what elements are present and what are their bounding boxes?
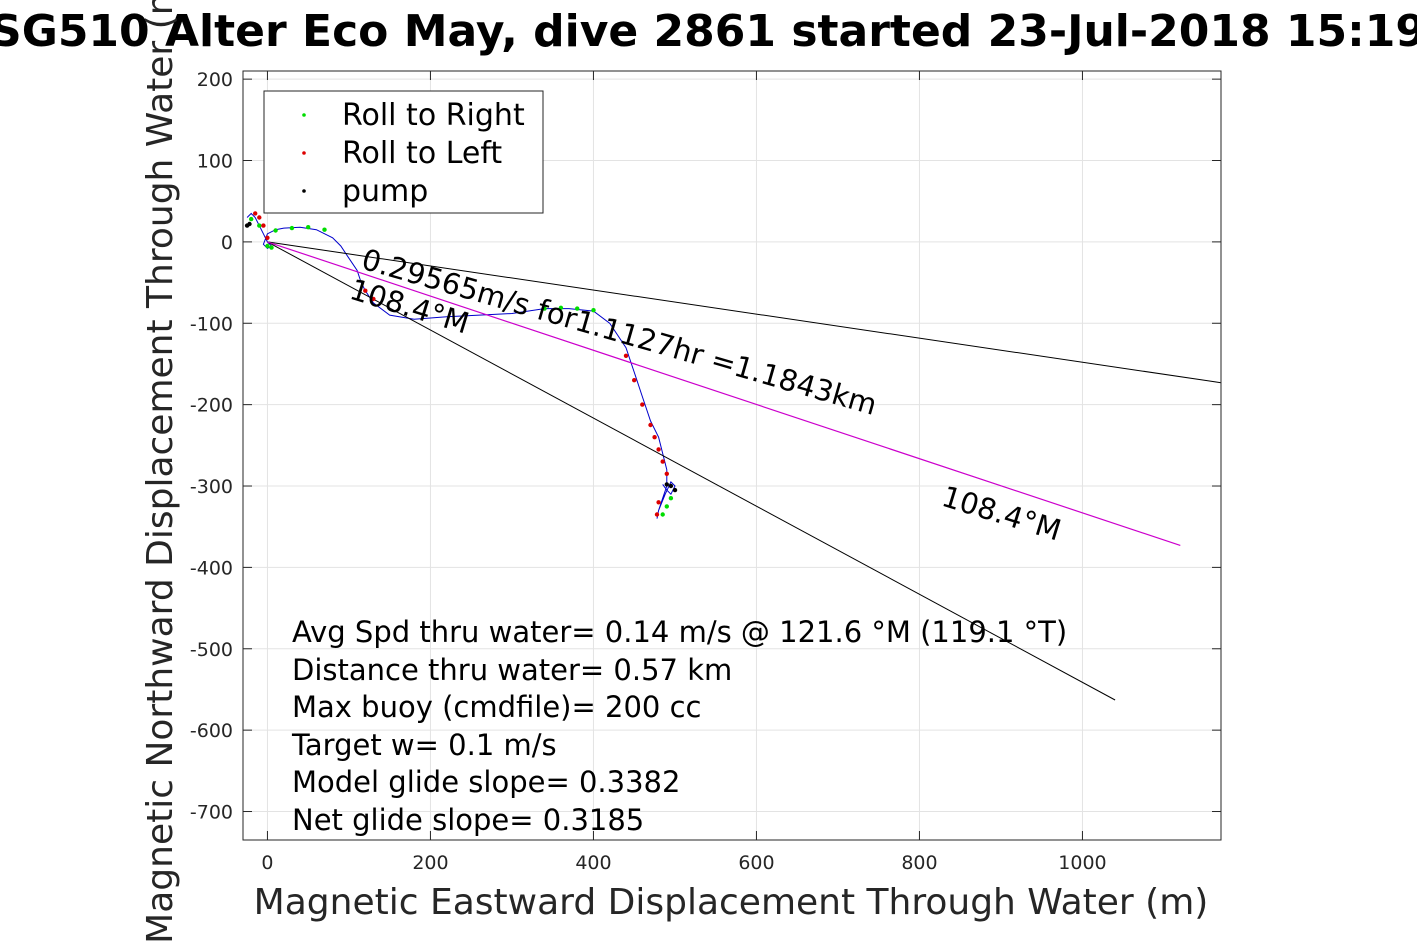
plot-lines (246, 212, 1222, 701)
marker-roll-left (656, 447, 661, 452)
y-tick-label: 200 (197, 69, 233, 91)
grid (243, 71, 1221, 840)
marker-roll-left (652, 435, 657, 440)
stat-avg-speed: Avg Spd thru water= 0.14 m/s @ 121.6 °M … (292, 615, 1067, 649)
marker-roll-right (558, 305, 564, 310)
series-mean-heading-line (267, 241, 1181, 546)
series-heading-line-upper (267, 241, 1222, 384)
marker-roll-right (249, 216, 254, 222)
legend-label-roll-right: Roll to Right (342, 98, 525, 133)
marker-roll-left (623, 353, 629, 358)
y-axis-label: Magnetic Northward Displacement Through … (140, 0, 181, 944)
marker-roll-right (664, 504, 669, 509)
stat-distance: Distance thru water= 0.57 km (292, 653, 732, 687)
y-tick-label: 0 (221, 232, 233, 254)
chart-title: SG510 Alter Eco May, dive 2861 started 2… (0, 6, 1417, 57)
marker-roll-right (265, 243, 270, 249)
marker-roll-right (591, 308, 596, 313)
marker-roll-right (668, 496, 674, 501)
x-axis-label: Magnetic Eastward Displacement Through W… (254, 882, 1209, 923)
y-tick-label: -700 (190, 802, 233, 824)
heading-annotation-far: 108.4°M (938, 479, 1065, 547)
marker-pump (668, 483, 674, 489)
marker-roll-left (640, 402, 645, 407)
legend-marker-pump (302, 189, 306, 193)
plot-markers (244, 211, 678, 517)
marker-roll-right (273, 228, 278, 233)
marker-roll-left (363, 288, 368, 293)
legend: Roll to Right Roll to Left pump (263, 90, 544, 214)
marker-roll-left (632, 378, 637, 383)
marker-pump (664, 482, 669, 487)
marker-roll-right (660, 512, 665, 517)
y-tick-label: -100 (190, 313, 233, 335)
marker-roll-right (542, 306, 547, 311)
marker-pump (247, 221, 252, 227)
marker-roll-right (289, 225, 295, 231)
x-tick-label: 1000 (1058, 852, 1106, 874)
marker-roll-right (257, 223, 262, 228)
marker-roll-left (257, 215, 262, 220)
x-tick-label: 400 (575, 852, 611, 874)
y-tick-label: -300 (190, 476, 233, 498)
legend-label-roll-left: Roll to Left (342, 136, 502, 171)
marker-roll-right (575, 306, 580, 311)
annotations: 0.29565m/s for1.1127hr =1.1843km 108.4°M… (346, 242, 1065, 547)
stat-max-buoy: Max buoy (cmdfile)= 200 cc (292, 690, 701, 724)
legend-marker-roll-right (302, 113, 306, 117)
marker-roll-right (269, 245, 274, 250)
stat-net-glide: Net glide slope= 0.3185 (292, 803, 644, 837)
marker-roll-left (648, 422, 653, 428)
axes: 0 200 400 600 800 10002001000-100-200-300-400… (190, 69, 1222, 874)
marker-roll-right (306, 225, 311, 230)
legend-marker-roll-left (302, 151, 306, 155)
marker-roll-left (654, 512, 660, 517)
stat-target-w: Target w= 0.1 m/s (291, 728, 557, 762)
y-tick-label: 100 (197, 151, 233, 173)
marker-roll-left (656, 500, 661, 505)
plot-frame (242, 70, 1222, 841)
marker-roll-left (664, 471, 669, 476)
marker-roll-left (265, 235, 270, 240)
y-tick-label: -500 (190, 639, 233, 661)
x-tick-label: 0 (261, 852, 273, 874)
marker-roll-left (371, 296, 376, 302)
legend-box (263, 90, 544, 214)
marker-roll-left (253, 211, 258, 216)
dive-stats: Avg Spd thru water= 0.14 m/s @ 121.6 °M … (291, 615, 1067, 837)
series-track (246, 212, 676, 519)
marker-roll-left (660, 459, 665, 464)
y-tick-label: -400 (190, 557, 233, 579)
series-heading-line-lower (267, 241, 1116, 701)
y-tick-label: -200 (190, 395, 233, 417)
stat-model-glide: Model glide slope= 0.3382 (292, 765, 680, 799)
x-tick-label: 200 (412, 852, 448, 874)
y-tick-label: -600 (190, 720, 233, 742)
x-tick-label: 800 (901, 852, 937, 874)
marker-roll-right (322, 227, 327, 232)
marker-roll-left (261, 223, 266, 228)
marker-pump (672, 487, 678, 493)
x-tick-label: 600 (738, 852, 774, 874)
legend-label-pump: pump (342, 174, 428, 209)
